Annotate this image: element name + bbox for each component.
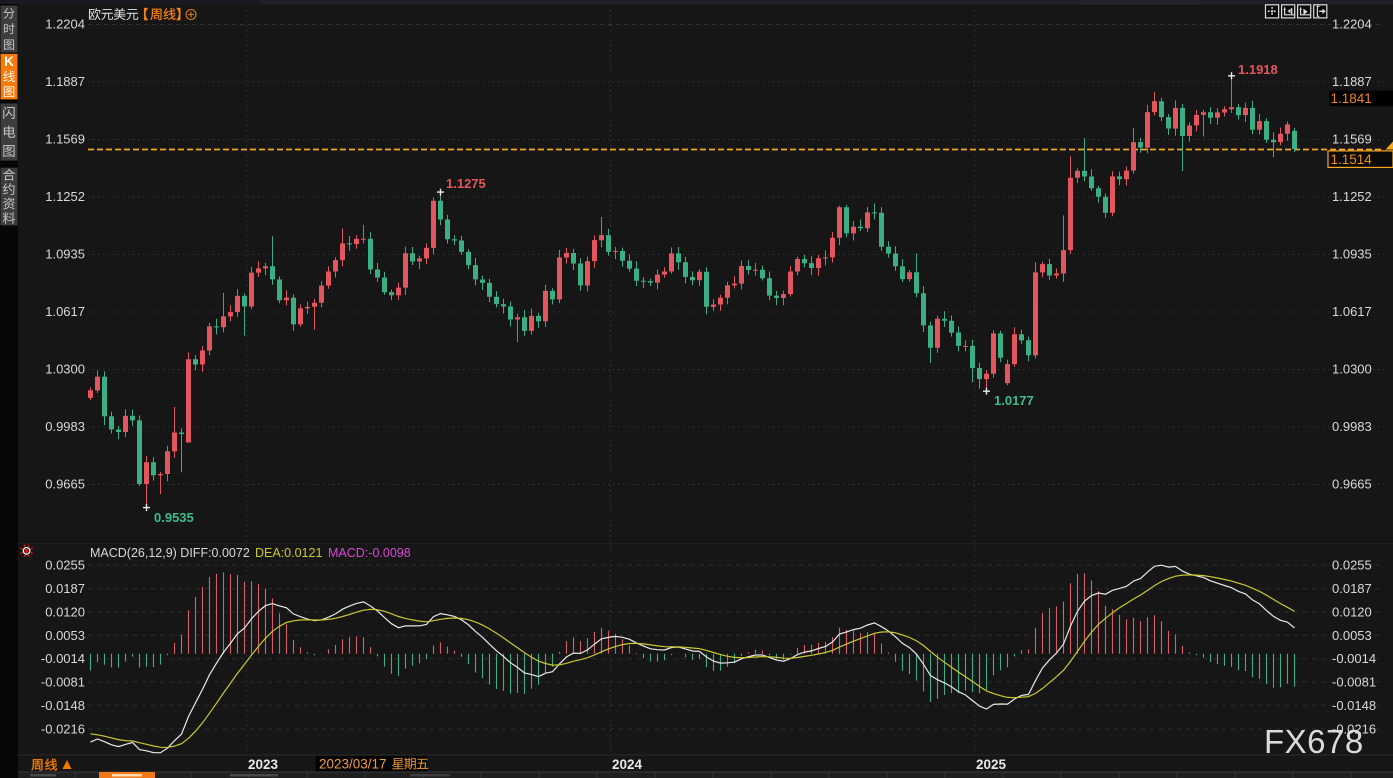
- svg-text:-0.0014: -0.0014: [1332, 651, 1376, 666]
- svg-text:0.0053: 0.0053: [1332, 628, 1372, 643]
- svg-text:1.1514: 1.1514: [1331, 152, 1373, 167]
- svg-text:FX678: FX678: [1264, 723, 1364, 760]
- svg-text:0.9535: 0.9535: [154, 510, 194, 525]
- svg-text:0.9983: 0.9983: [1332, 419, 1372, 434]
- svg-text:1.1252: 1.1252: [1332, 189, 1372, 204]
- svg-text:1.0617: 1.0617: [45, 304, 85, 319]
- svg-text:-0.0216: -0.0216: [41, 722, 85, 737]
- svg-text:1.1918: 1.1918: [1238, 62, 1278, 77]
- svg-text:0.0255: 0.0255: [1332, 558, 1372, 573]
- svg-text:K: K: [4, 54, 14, 69]
- svg-text:2025: 2025: [976, 757, 1007, 772]
- svg-text:1.2204: 1.2204: [45, 17, 85, 32]
- svg-text:2023/03/17: 2023/03/17: [319, 757, 387, 772]
- svg-text:0.0120: 0.0120: [45, 605, 85, 620]
- svg-text:1.1887: 1.1887: [45, 74, 85, 89]
- svg-text:0.0120: 0.0120: [1332, 605, 1372, 620]
- svg-text:1.0177: 1.0177: [994, 393, 1034, 408]
- svg-text:-0.0148: -0.0148: [41, 698, 85, 713]
- svg-text:1.0935: 1.0935: [45, 246, 85, 261]
- svg-text:0.9983: 0.9983: [45, 419, 85, 434]
- svg-text:1.1887: 1.1887: [1332, 74, 1372, 89]
- svg-text:-0.0148: -0.0148: [1332, 698, 1376, 713]
- svg-text:1.1841: 1.1841: [1331, 91, 1372, 106]
- svg-text:-0.0014: -0.0014: [41, 651, 85, 666]
- svg-text:0.0053: 0.0053: [45, 628, 85, 643]
- svg-text:MACD(26,12,9) DIFF:0.0072: MACD(26,12,9) DIFF:0.0072: [90, 546, 250, 560]
- svg-text:-0.0081: -0.0081: [1332, 675, 1376, 690]
- svg-text:0.0255: 0.0255: [45, 558, 85, 573]
- svg-text:1.0935: 1.0935: [1332, 246, 1372, 261]
- svg-text:1.1569: 1.1569: [45, 132, 85, 147]
- svg-text:1.0300: 1.0300: [1332, 362, 1372, 377]
- svg-text:1.1569: 1.1569: [1332, 132, 1372, 147]
- svg-text:-0.0216: -0.0216: [1332, 722, 1376, 737]
- svg-text:DEA:0.0121: DEA:0.0121: [255, 546, 322, 560]
- svg-text:1.1252: 1.1252: [45, 189, 85, 204]
- svg-text:MACD:-0.0098: MACD:-0.0098: [328, 546, 411, 560]
- svg-text:1.0617: 1.0617: [1332, 304, 1372, 319]
- svg-text:2023: 2023: [248, 757, 279, 772]
- svg-text:0.0187: 0.0187: [1332, 581, 1372, 596]
- svg-text:1.0300: 1.0300: [45, 362, 85, 377]
- svg-text:1.2204: 1.2204: [1332, 17, 1372, 32]
- svg-text:0.0187: 0.0187: [45, 581, 85, 596]
- svg-text:-0.0081: -0.0081: [41, 675, 85, 690]
- svg-text:2024: 2024: [612, 757, 643, 772]
- svg-text:0.9665: 0.9665: [1332, 477, 1372, 492]
- svg-text:0.9665: 0.9665: [45, 477, 85, 492]
- svg-text:1.1275: 1.1275: [446, 176, 486, 191]
